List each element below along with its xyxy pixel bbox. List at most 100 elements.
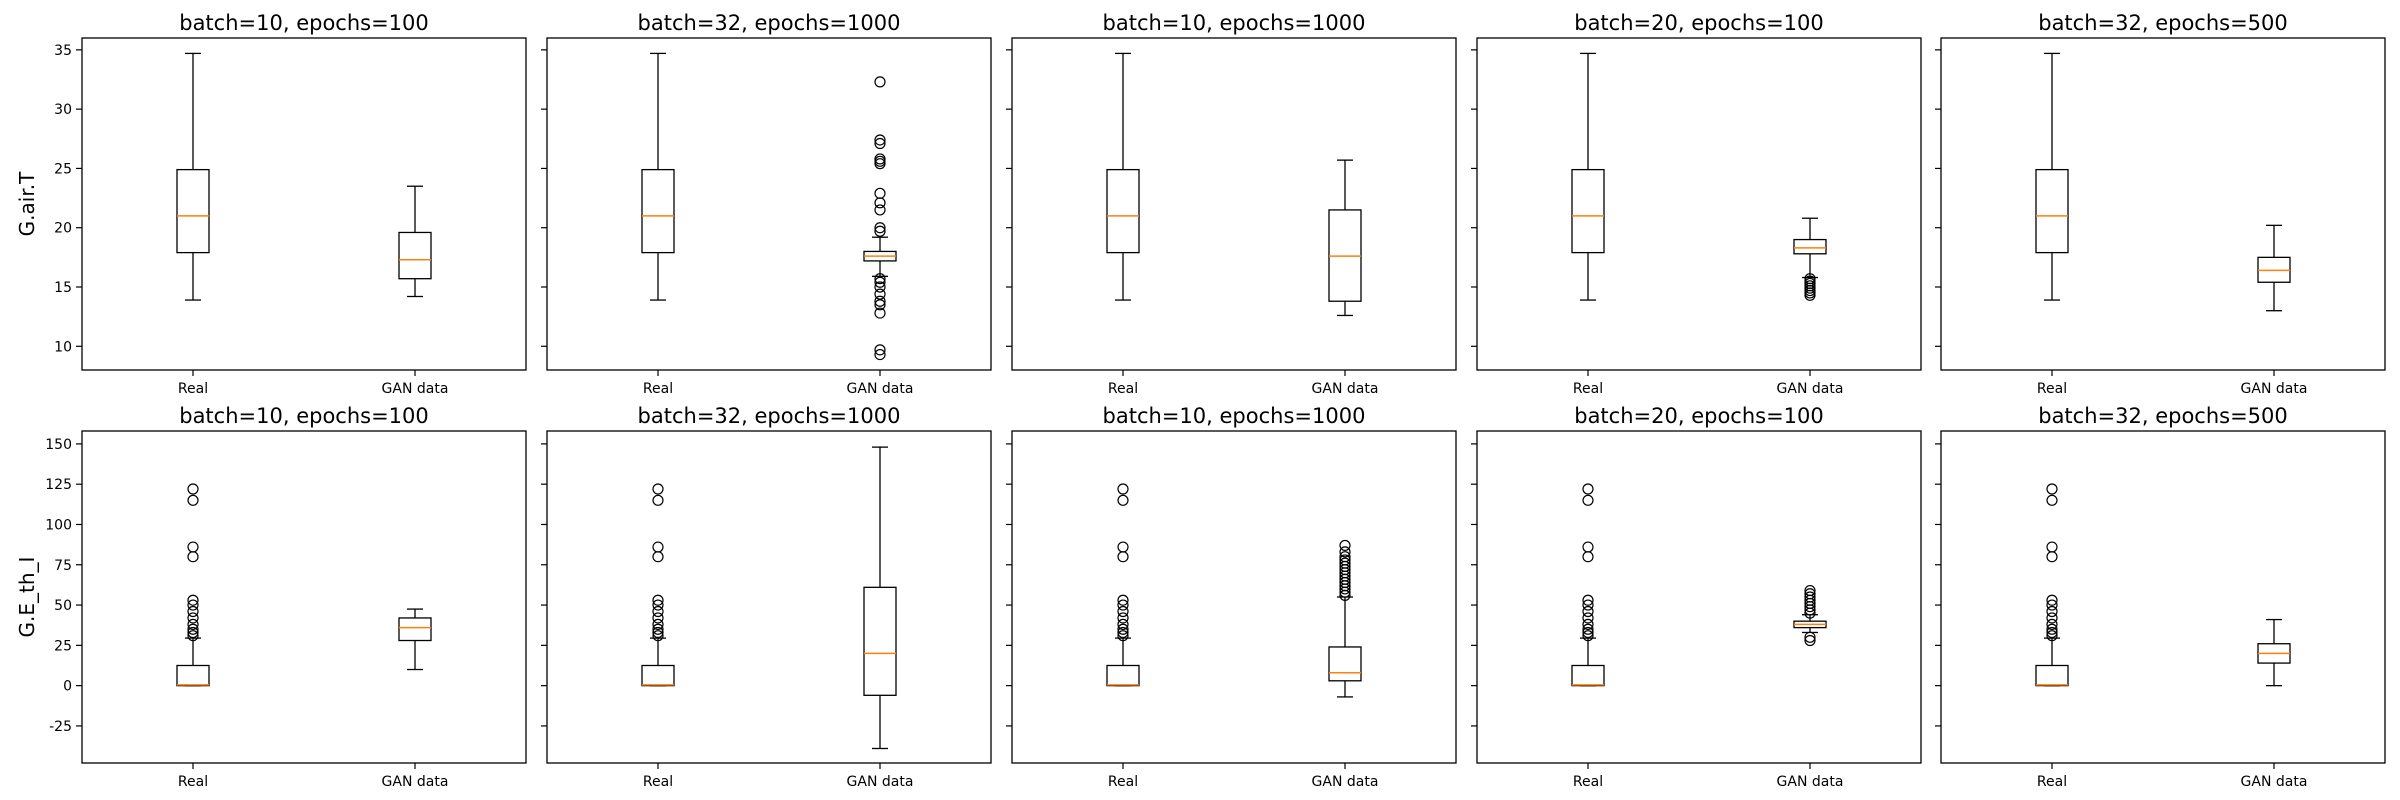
- x-tick-label: GAN data: [1312, 774, 1379, 790]
- outlier-point: [2046, 612, 2058, 624]
- box-real: [641, 483, 675, 687]
- outlier-point: [1117, 483, 1129, 495]
- plot-frame: [1476, 430, 1922, 764]
- outlier-point: [874, 76, 886, 88]
- outlier-point: [874, 281, 886, 293]
- outlier-point: [187, 626, 199, 639]
- outlier-point: [874, 276, 886, 288]
- outlier-point: [652, 623, 664, 635]
- iqr-box: [863, 586, 897, 696]
- y-tick-label: 25: [54, 638, 72, 654]
- y-tick-label: 0: [63, 679, 72, 695]
- subplot-3: batch=10, epochs=1000 Real GAN data: [1006, 11, 1457, 397]
- box-gan-data: [1328, 539, 1362, 698]
- outlier-point: [187, 618, 199, 630]
- outlier-point: [652, 618, 664, 630]
- box-real: [176, 52, 210, 301]
- outlier-point: [874, 348, 886, 361]
- subplot-4: batch=20, epochs=100 Real GAN data: [1471, 11, 1922, 397]
- x-tick-label: Real: [178, 381, 208, 397]
- outlier-point: [187, 494, 199, 506]
- outlier-point: [874, 225, 886, 237]
- box-real: [1106, 52, 1140, 301]
- outlier-point: [187, 605, 199, 618]
- outlier-point: [1582, 630, 1594, 642]
- iqr-box: [1328, 646, 1362, 682]
- box-real: [176, 483, 210, 687]
- outlier-point: [652, 494, 664, 506]
- plot-frame: [1476, 37, 1922, 371]
- iqr-box: [1571, 168, 1605, 254]
- outlier-point: [652, 605, 664, 618]
- subplot-6: batch=10, epochs=100 -25 0 25 50 75 100 125 150 G…: [15, 404, 527, 790]
- outlier-point: [1582, 594, 1594, 606]
- x-tick-label: Real: [1108, 774, 1138, 790]
- box-gan-data: [398, 608, 432, 671]
- iqr-box: [398, 231, 432, 280]
- outlier-point: [1582, 483, 1594, 495]
- outlier-point: [1582, 605, 1594, 618]
- plot-frame: [546, 37, 992, 371]
- box-gan-data: [398, 185, 432, 298]
- outlier-point: [1339, 586, 1351, 598]
- x-tick-label: GAN data: [847, 774, 914, 790]
- box-gan-data: [1793, 217, 1827, 301]
- x-tick-label: Real: [178, 774, 208, 790]
- outlier-point: [1117, 494, 1129, 506]
- outlier-point: [1117, 612, 1129, 624]
- x-tick-label: GAN data: [382, 774, 449, 790]
- y-tick-label: 15: [54, 280, 72, 296]
- outlier-point: [874, 158, 886, 170]
- outlier-point: [1804, 631, 1816, 643]
- subplot-title: batch=20, epochs=100: [1574, 11, 1824, 35]
- y-tick-label: 50: [54, 598, 72, 614]
- subplot-title: batch=10, epochs=1000: [1103, 404, 1366, 428]
- plot-frame: [81, 430, 527, 764]
- outlier-point: [1582, 626, 1594, 639]
- outlier-point: [1339, 539, 1351, 552]
- subplot-title: batch=32, epochs=500: [2038, 404, 2288, 428]
- outlier-point: [187, 623, 199, 635]
- iqr-box: [398, 617, 432, 642]
- outlier-point: [2046, 594, 2058, 606]
- plot-frame: [1940, 37, 2386, 371]
- outlier-point: [1804, 289, 1816, 301]
- outlier-point: [652, 612, 664, 624]
- outlier-point: [1582, 618, 1594, 630]
- box-gan-data: [863, 446, 897, 750]
- outlier-point: [1117, 594, 1129, 606]
- box-real: [2035, 483, 2069, 687]
- box-gan-data: [863, 76, 897, 361]
- outlier-point: [1117, 551, 1129, 563]
- iqr-box: [1106, 664, 1140, 687]
- y-tick-label: 125: [45, 477, 72, 493]
- x-tick-label: GAN data: [2241, 774, 2308, 790]
- outlier-point: [2046, 551, 2058, 563]
- plot-frame: [546, 430, 992, 764]
- box-real: [1571, 52, 1605, 301]
- x-tick-label: Real: [1108, 381, 1138, 397]
- outlier-point: [2046, 623, 2058, 635]
- outlier-point: [652, 483, 664, 495]
- subplot-2: batch=32, epochs=1000 Real GAN data: [541, 11, 992, 397]
- outlier-point: [2046, 605, 2058, 618]
- outlier-point: [874, 197, 886, 209]
- iqr-box: [641, 168, 675, 254]
- box-gan-data: [2257, 618, 2291, 687]
- outlier-point: [874, 288, 886, 300]
- iqr-box: [641, 664, 675, 687]
- outlier-point: [1582, 623, 1594, 635]
- x-tick-label: GAN data: [2241, 381, 2308, 397]
- y-tick-label: 30: [54, 102, 72, 118]
- plot-frame: [81, 37, 527, 371]
- box-gan-data: [1793, 584, 1827, 647]
- outlier-point: [1804, 601, 1816, 613]
- subplot-title: batch=32, epochs=1000: [638, 404, 901, 428]
- x-tick-label: GAN data: [847, 381, 914, 397]
- outlier-point: [874, 295, 886, 307]
- box-gan-data: [1328, 159, 1362, 317]
- subplot-9: batch=20, epochs=100 Real GAN data: [1471, 404, 1922, 790]
- outlier-point: [1339, 546, 1351, 558]
- outlier-point: [1582, 494, 1594, 506]
